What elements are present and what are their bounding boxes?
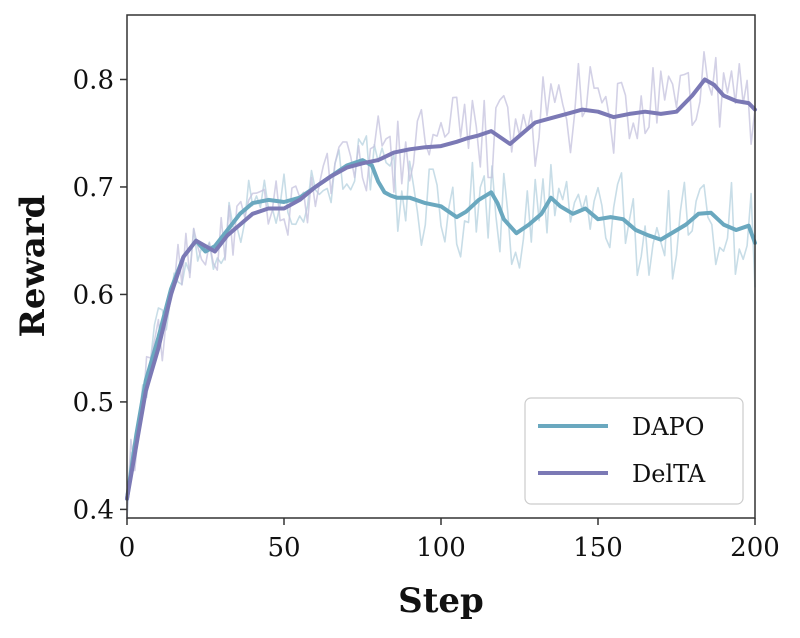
y-tick-label: 0.7: [73, 173, 114, 203]
y-tick-label: 0.4: [73, 495, 114, 525]
x-tick-label: 100: [416, 533, 466, 563]
series-line-dapo: [125, 158, 757, 501]
x-axis-title: Step: [398, 581, 484, 621]
y-tick-label: 0.8: [73, 65, 114, 95]
series-line-delta: [125, 77, 757, 501]
x-tick-label: 200: [730, 533, 780, 563]
legend-label-dapo: DAPO: [632, 413, 704, 441]
series-lines: [125, 77, 757, 501]
y-tick-label: 0.5: [73, 388, 114, 418]
axis-ticks: 0 50 100 150 200 0.4 0.5 0.6 0.7 0.8: [73, 65, 780, 563]
y-tick-label: 0.6: [73, 280, 114, 310]
raw-line-dapo: [126, 135, 756, 519]
legend-label-delta: DelTA: [632, 460, 706, 488]
raw-noise-lines: [126, 50, 756, 519]
x-tick-label: 50: [267, 533, 300, 563]
x-tick-label: 0: [119, 533, 136, 563]
raw-line-delta: [126, 50, 756, 519]
legend: DAPO DelTA: [524, 397, 744, 505]
y-axis-title: Reward: [13, 195, 53, 338]
x-tick-label: 150: [573, 533, 623, 563]
